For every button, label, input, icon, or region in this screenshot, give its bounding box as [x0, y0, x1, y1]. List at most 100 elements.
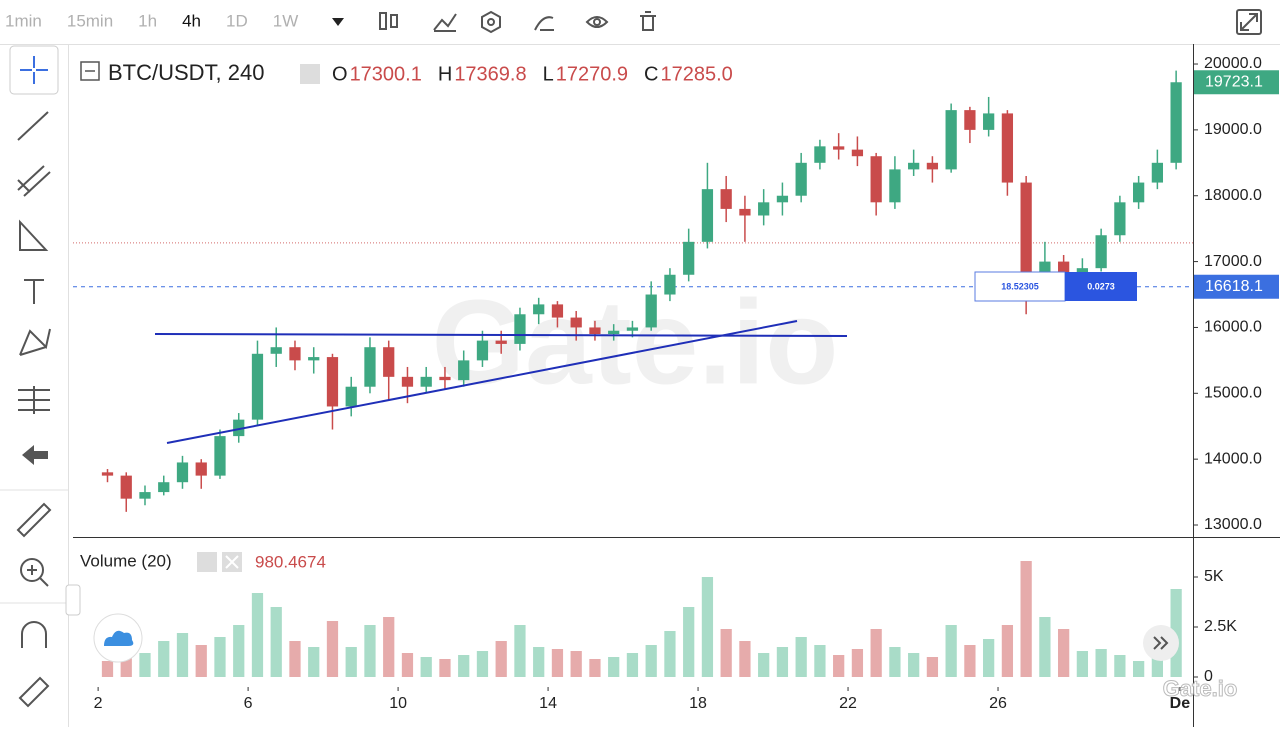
back-icon[interactable] — [22, 445, 48, 465]
candle-body — [739, 208, 751, 216]
volume-bar — [645, 645, 657, 677]
candle-body — [495, 340, 507, 344]
interval-button[interactable]: 15min — [67, 11, 113, 30]
interval-button[interactable]: 4h — [182, 11, 201, 30]
volume-bar — [1133, 661, 1145, 677]
candle-body — [514, 314, 526, 344]
volume-bar — [1095, 649, 1107, 677]
candle-body — [158, 482, 170, 493]
candle-body — [176, 462, 189, 483]
settings-button[interactable] — [197, 552, 217, 572]
volume-value: 980.4674 — [255, 552, 326, 571]
trend-line — [166, 320, 798, 444]
candle-body — [814, 146, 826, 163]
ohlc-label: C — [644, 63, 658, 85]
candle-body — [889, 169, 901, 203]
candle-body — [326, 357, 339, 407]
trend-line — [154, 333, 848, 337]
candle-body — [776, 195, 789, 203]
candle-body — [233, 419, 245, 437]
sidebar — [0, 45, 68, 708]
x-tick-label: De — [1170, 695, 1191, 712]
volume-bar — [908, 653, 920, 677]
sidebar-toggle[interactable] — [65, 584, 81, 616]
volume-legend: Volume (20) 980.4674 — [80, 551, 326, 572]
candle-body — [570, 317, 582, 328]
volume-bar — [983, 639, 995, 677]
candle-body — [458, 360, 470, 381]
x-tick-label: 10 — [389, 695, 407, 712]
candle-body — [626, 327, 639, 331]
volume-bar — [364, 625, 376, 677]
candle-body — [664, 274, 676, 295]
volume-bar — [851, 649, 864, 677]
volume-bar — [589, 659, 601, 677]
volume-bar — [439, 659, 451, 677]
volume-bar — [1039, 617, 1051, 677]
volume-bar — [289, 641, 301, 677]
watermark: Gate.io — [432, 276, 839, 410]
volume-bar — [701, 577, 714, 677]
ohlc-label: H — [438, 63, 452, 85]
interval-button[interactable]: 1h — [138, 11, 157, 30]
volume-bar — [139, 653, 151, 677]
volume-bar — [758, 653, 770, 677]
tool-icons[interactable] — [379, 9, 1262, 35]
x-tick-label: 2 — [94, 695, 103, 712]
volume-bar — [570, 651, 582, 677]
ohlc-label: O — [332, 63, 348, 85]
volume-bar — [251, 593, 264, 677]
volume-bar — [1076, 651, 1089, 677]
crosshair-tool[interactable] — [9, 45, 59, 95]
interval-dropdown[interactable] — [332, 18, 344, 26]
volume-tick-label: 2.5K — [1204, 618, 1237, 635]
candle-body — [1058, 261, 1070, 282]
measure-label: 18.52305 — [1001, 281, 1039, 291]
candle-body — [645, 294, 657, 328]
volume-bar — [326, 621, 339, 677]
measure-label: 0.0273 — [1087, 281, 1115, 291]
candle-body — [683, 241, 695, 275]
x-tick-label: 14 — [539, 695, 557, 712]
candle-body — [795, 162, 807, 196]
y-tick-label: 13000.0 — [1204, 516, 1262, 533]
volume-bar — [926, 657, 939, 677]
volume-bar — [495, 641, 507, 677]
logo: Gate.io — [1163, 676, 1238, 701]
volume-bar — [345, 647, 357, 677]
drawing-tools[interactable] — [16, 111, 52, 708]
volume-bar — [458, 655, 470, 677]
scroll-icon — [1153, 636, 1169, 650]
candle-body — [420, 376, 432, 387]
volume-bar — [776, 647, 789, 677]
price-badge-label: 16618.1 — [1205, 278, 1263, 295]
volume-bar — [551, 649, 564, 677]
candle-body — [270, 347, 282, 354]
close-icon — [225, 555, 239, 569]
y-tick-label: 17000.0 — [1204, 253, 1262, 270]
measure-box: 18.52305 0.0273 — [974, 271, 1137, 302]
volume-bar — [514, 625, 526, 677]
price-badge — [1194, 274, 1279, 299]
candle-body — [1114, 202, 1126, 236]
volume-bar — [195, 645, 207, 677]
candle-body — [139, 492, 151, 499]
volume-bar — [720, 629, 732, 677]
volume-bar — [1151, 651, 1164, 677]
candle-body — [1039, 261, 1051, 275]
settings-button[interactable] — [300, 64, 320, 84]
volume-bar — [608, 657, 620, 677]
interval-button[interactable]: 1W — [273, 11, 299, 30]
interval-button[interactable]: 1D — [226, 11, 248, 30]
plot-area — [73, 70, 1193, 677]
volume-bar — [664, 631, 676, 677]
ohlc-label: L — [543, 63, 554, 85]
crosshair-icon — [20, 56, 48, 84]
candle-body — [589, 327, 601, 335]
candle-body — [983, 113, 995, 130]
interval-button[interactable]: 1min — [5, 11, 42, 30]
symbol-title: BTC/USDT, 240 — [108, 60, 265, 85]
candle-body — [1170, 82, 1182, 163]
candle-body — [851, 149, 864, 157]
